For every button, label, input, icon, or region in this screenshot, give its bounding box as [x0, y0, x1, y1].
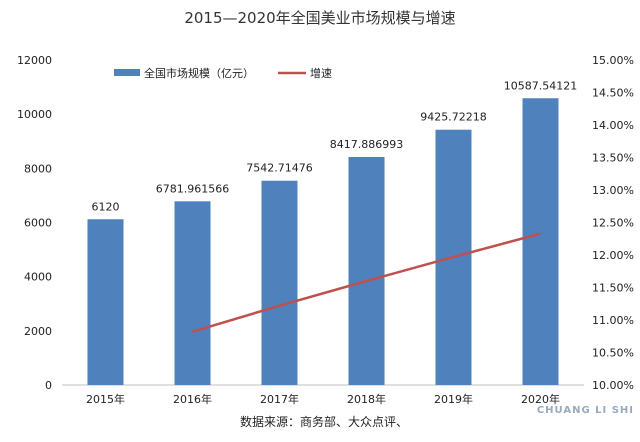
x-tick-label: 2019年: [434, 392, 473, 406]
bar-data-label: 7542.71476: [246, 162, 312, 175]
y-left-tick-label: 2000: [24, 325, 52, 338]
legend-swatch-bar: [114, 69, 140, 76]
bar: [522, 98, 559, 385]
y-left-tick-label: 4000: [24, 271, 52, 284]
x-tick-label: 2015年: [86, 392, 125, 406]
growth-line: [192, 232, 541, 333]
y-left-tick-label: 12000: [17, 54, 52, 67]
x-tick-label: 2018年: [347, 392, 386, 406]
y-right-tick-label: 13.50%: [592, 152, 634, 165]
y-right-tick-label: 12.50%: [592, 217, 634, 230]
y-left-tick-label: 0: [45, 379, 52, 392]
x-tick-label: 2020年: [521, 392, 560, 406]
x-axis-ticks: 2015年 2016年 2017年 2018年 2019年 2020年: [86, 392, 560, 406]
chart-title: 2015—2020年全国美业市场规模与增速: [184, 9, 455, 27]
bar: [174, 201, 211, 385]
y-right-tick-label: 10.50%: [592, 347, 634, 360]
y-axis-left-ticks: 0 2000 4000 6000 8000 10000 12000: [17, 54, 52, 392]
y-right-tick-label: 11.50%: [592, 282, 634, 295]
legend-label-bar: 全国市场规模（亿元）: [144, 66, 254, 80]
x-tick-label: 2016年: [173, 392, 212, 406]
y-left-tick-label: 8000: [24, 162, 52, 175]
y-right-tick-label: 10.00%: [592, 379, 634, 392]
bar-data-label: 6781.961566: [156, 182, 229, 195]
x-tick-label: 2017年: [260, 392, 299, 406]
y-axis-right-ticks: 10.00% 10.50% 11.00% 11.50% 12.00% 12.50% 13.0…: [592, 54, 634, 392]
source-note: 数据来源：商务部、大众点评、: [240, 414, 408, 429]
legend: 全国市场规模（亿元） 增速: [114, 66, 332, 80]
bar-data-label: 10587.54121: [504, 79, 577, 92]
y-right-tick-label: 12.00%: [592, 249, 634, 262]
watermark: CHUANG LI SHI: [536, 405, 634, 416]
bar-data-labels: 6120 6781.961566 7542.71476 8417.886993 9425…: [92, 79, 578, 213]
y-left-tick-label: 6000: [24, 217, 52, 230]
y-right-tick-label: 11.00%: [592, 314, 634, 327]
y-right-tick-label: 15.00%: [592, 54, 634, 67]
bar-data-label: 8417.886993: [330, 138, 403, 151]
growth-line-series: [192, 232, 541, 333]
bar-data-label: 9425.72218: [420, 111, 486, 124]
y-left-tick-label: 10000: [17, 108, 52, 121]
y-right-tick-label: 13.00%: [592, 184, 634, 197]
bar-data-label: 6120: [92, 200, 120, 213]
y-right-tick-label: 14.50%: [592, 87, 634, 100]
legend-label-line: 增速: [310, 66, 332, 80]
y-right-tick-label: 14.00%: [592, 119, 634, 132]
bar-series: [87, 98, 559, 385]
bar: [261, 180, 298, 385]
bar: [87, 219, 124, 385]
bar: [348, 157, 385, 385]
